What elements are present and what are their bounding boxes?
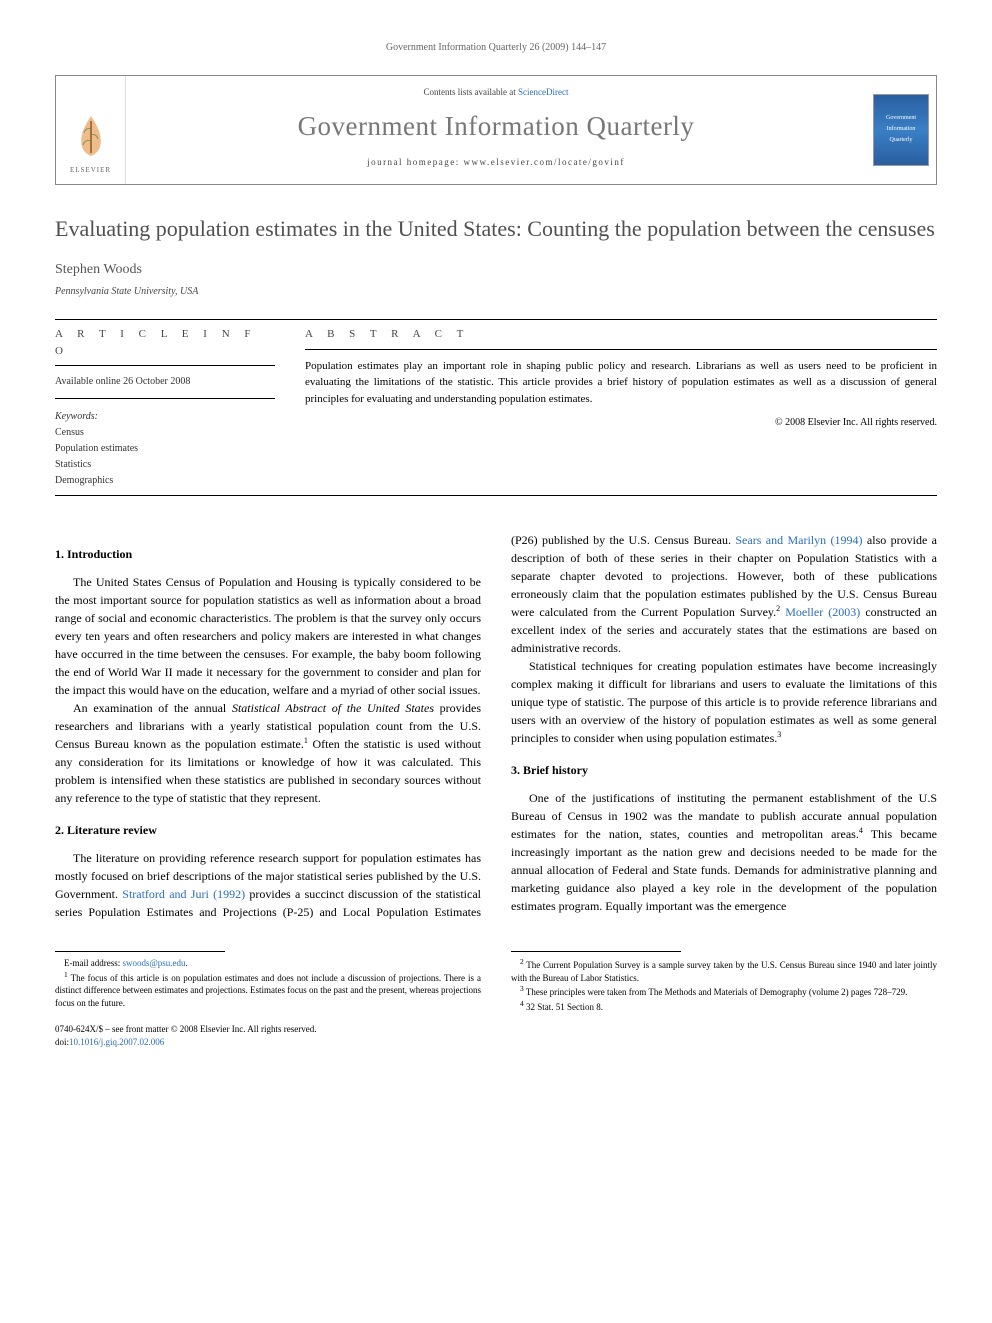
journal-cover-thumb: Government Information Quarterly <box>866 76 936 184</box>
email-suffix: . <box>186 958 188 968</box>
cover-line1: Government <box>884 113 918 124</box>
section-2-para-2: Statistical techniques for creating popu… <box>511 657 937 747</box>
abstract-text: Population estimates play an important r… <box>305 358 937 408</box>
footnote-rule-left <box>55 951 225 952</box>
abstract-heading: A B S T R A C T <box>305 326 937 343</box>
running-header: Government Information Quarterly 26 (200… <box>55 40 937 55</box>
citation-sears[interactable]: Sears and Marilyn (1994) <box>735 533 862 547</box>
info-divider-2 <box>55 398 275 399</box>
keyword-3: Statistics <box>55 457 275 473</box>
journal-center-block: Contents lists available at ScienceDirec… <box>126 76 866 184</box>
journal-homepage-line: journal homepage: www.elsevier.com/locat… <box>146 156 846 170</box>
footnotes-row: E-mail address: swoods@psu.edu. 1 The fo… <box>55 951 937 1049</box>
abstract-column: A B S T R A C T Population estimates pla… <box>305 326 937 489</box>
keywords-label: Keywords: <box>55 409 275 425</box>
contents-available-line: Contents lists available at ScienceDirec… <box>146 86 846 100</box>
s1p2-italic: Statistical Abstract of the United State… <box>232 701 434 715</box>
citation-moeller[interactable]: Moeller (2003) <box>785 605 860 619</box>
info-abstract-row: A R T I C L E I N F O Available online 2… <box>55 326 937 489</box>
footnote-2: 2 The Current Population Survey is a sam… <box>511 957 937 984</box>
section-1-para-1: The United States Census of Population a… <box>55 573 481 699</box>
section-2-heading: 2. Literature review <box>55 821 481 839</box>
article-info-heading: A R T I C L E I N F O <box>55 326 275 359</box>
doi-prefix: doi: <box>55 1037 69 1047</box>
footnotes-left: E-mail address: swoods@psu.edu. 1 The fo… <box>55 951 481 1049</box>
elsevier-tree-icon <box>68 111 114 161</box>
homepage-url[interactable]: www.elsevier.com/locate/govinf <box>464 157 625 167</box>
footnote-3-text: These principles were taken from The Met… <box>524 987 908 997</box>
article-body: 1. Introduction The United States Census… <box>55 531 937 921</box>
doi-block: 0740-624X/$ – see front matter © 2008 El… <box>55 1023 481 1048</box>
section-1-heading: 1. Introduction <box>55 545 481 563</box>
publisher-name: ELSEVIER <box>70 165 111 176</box>
journal-header-box: ELSEVIER Contents lists available at Sci… <box>55 75 937 185</box>
footnote-1: 1 The focus of this article is on popula… <box>55 970 481 1010</box>
s1p2-text-a: An examination of the annual <box>73 701 232 715</box>
divider-bottom <box>55 495 937 496</box>
article-title: Evaluating population estimates in the U… <box>55 215 937 244</box>
footnote-1-text: The focus of this article is on populati… <box>55 973 481 1008</box>
section-3-heading: 3. Brief history <box>511 761 937 779</box>
cover-image: Government Information Quarterly <box>873 94 929 166</box>
email-line: E-mail address: swoods@psu.edu. <box>55 957 481 970</box>
divider-top <box>55 319 937 320</box>
cover-line2: Information <box>885 124 918 135</box>
cover-line3: Quarterly <box>888 135 915 146</box>
doi-line: doi:10.1016/j.giq.2007.02.006 <box>55 1036 481 1049</box>
footnote-4: 4 32 Stat. 51 Section 8. <box>511 999 937 1014</box>
journal-title: Government Information Quarterly <box>146 106 846 147</box>
contents-prefix: Contents lists available at <box>424 87 518 97</box>
author-email[interactable]: swoods@psu.edu <box>122 958 185 968</box>
footnote-2-text: The Current Population Survey is a sampl… <box>511 960 937 983</box>
sciencedirect-link[interactable]: ScienceDirect <box>518 87 568 97</box>
keyword-2: Population estimates <box>55 441 275 457</box>
author-name: Stephen Woods <box>55 259 937 280</box>
doi-link[interactable]: 10.1016/j.giq.2007.02.006 <box>69 1037 164 1047</box>
section-3-para-1: One of the justifications of instituting… <box>511 789 937 915</box>
abstract-copyright: © 2008 Elsevier Inc. All rights reserved… <box>305 415 937 430</box>
footnote-4-text: 32 Stat. 51 Section 8. <box>524 1002 603 1012</box>
footnote-rule-right <box>511 951 681 952</box>
s2p2-text: Statistical techniques for creating popu… <box>511 659 937 745</box>
keyword-4: Demographics <box>55 473 275 489</box>
footnote-ref-3[interactable]: 3 <box>777 730 781 739</box>
publisher-logo: ELSEVIER <box>56 76 126 184</box>
citation-stratford[interactable]: Stratford and Juri (1992) <box>122 887 245 901</box>
available-online: Available online 26 October 2008 <box>55 374 275 390</box>
footnote-3: 3 These principles were taken from The M… <box>511 984 937 999</box>
email-label: E-mail address: <box>64 958 122 968</box>
abstract-divider <box>305 349 937 350</box>
author-affiliation: Pennsylvania State University, USA <box>55 284 937 299</box>
homepage-prefix: journal homepage: <box>367 157 463 167</box>
article-info-column: A R T I C L E I N F O Available online 2… <box>55 326 275 489</box>
info-divider <box>55 365 275 366</box>
front-matter-line: 0740-624X/$ – see front matter © 2008 El… <box>55 1023 481 1036</box>
section-1-para-2: An examination of the annual Statistical… <box>55 699 481 807</box>
keyword-1: Census <box>55 425 275 441</box>
footnotes-right: 2 The Current Population Survey is a sam… <box>511 951 937 1049</box>
